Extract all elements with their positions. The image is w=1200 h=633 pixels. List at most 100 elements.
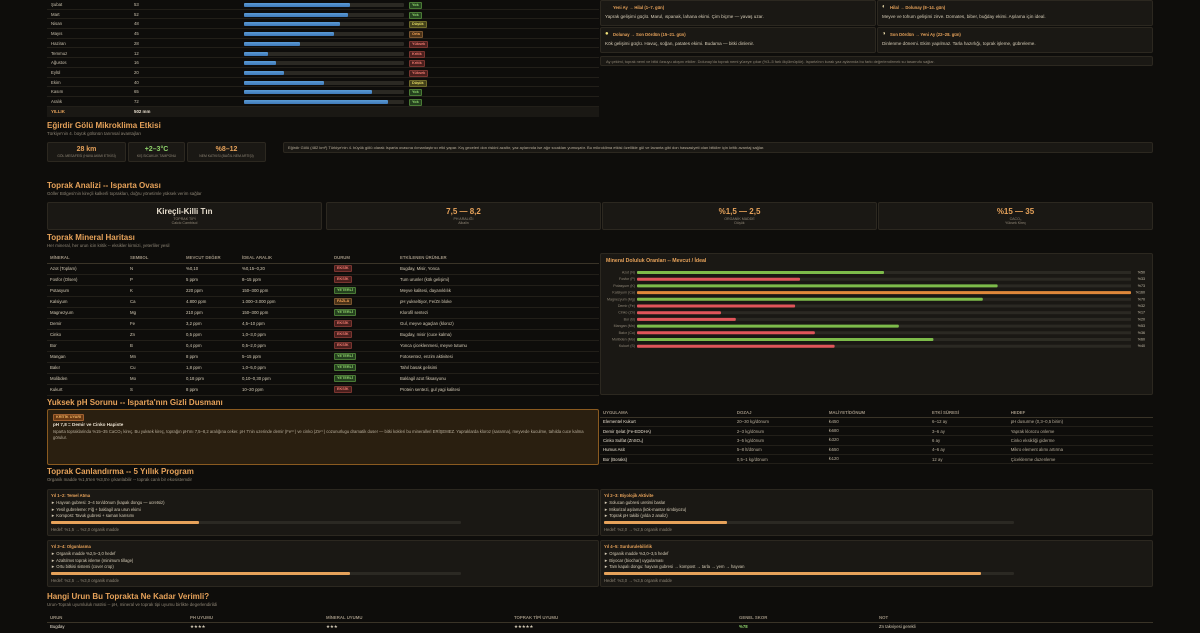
mineral-cell: 8 ppm (186, 354, 198, 359)
mineral-table: MİNERAL SEMBOL MEVCUT DEĞER İDEAL ARALIK DUR… (47, 253, 599, 396)
mineral-cell: 0,4 ppm (186, 343, 202, 348)
ph-cell: 4–6 ay (932, 447, 945, 453)
rain-month: Kasım (51, 89, 64, 95)
moon-phase-icon: ◐ (882, 4, 886, 10)
mineral-cell: Bugday, misir (cuce kalma) (400, 332, 452, 337)
rain-row: Haziran 28 Yüksek (47, 39, 599, 49)
mineral-status-cell: YETERLİ (331, 373, 397, 384)
lake-stat-label: GÖL MESAFESİ (HAVA AKIMI ETKİSİ) (57, 154, 116, 158)
mineral-cell: 210 ppm (186, 310, 203, 315)
ph-row: Humus Asit 5–8 lt/dönum ₺550 4–6 ay Mikro el… (600, 445, 1153, 455)
lake-stat-label: NEM KATKISI (BAĞIL NEM ARTIŞI) (199, 154, 254, 158)
mineral-row: Magnezyum Mg 210 ppm 150–300 ppm YETERLİ Klor… (47, 307, 599, 318)
phase-item: ► Tam kapalı dongu: hayvan gubresi → kom… (604, 564, 745, 569)
rain-row: Nisan 48 Düşük (47, 19, 599, 30)
lake-stat-label: KIŞ SICAKLIK TAMPONU (136, 154, 177, 158)
rain-row: Eylül 20 Yüksek (47, 68, 599, 78)
mineral-status-badge: EKSİK (334, 320, 352, 327)
ph-header: ETKİ SÜRESİ (932, 409, 959, 415)
chart-category-label: Fosfor (P) (619, 277, 635, 281)
mineral-cell: Bugday, Misir, Yonca (400, 266, 440, 271)
rain-mm: 53 (134, 2, 139, 7)
ph-cell: 2–3 kg/dönum (736, 428, 765, 434)
chart-bar (637, 271, 884, 274)
chart-bar-track (637, 304, 1131, 308)
rain-row: Kasım 65 Yok (47, 87, 599, 97)
ph-cell: Mikro element alımı artırma (1010, 447, 1064, 453)
chart-value-label: %60 (1138, 338, 1145, 342)
phase-progress-fill (51, 521, 199, 524)
ph-row: Cinko Sulfat (ZnSO₄) 3–5 kg/dönum ₺320 6 ay… (600, 436, 1153, 446)
mineral-status-cell: EKSİK (331, 263, 397, 274)
crops-cell: ★★★★★ (514, 623, 534, 629)
rain-badge: Orta (409, 31, 423, 39)
chart-category-label: Demir (Fe) (618, 304, 635, 308)
mineral-row: Cinko Zn 0,5 ppm 1,0–3,0 ppm EKSİK Bugday, mi… (47, 329, 599, 340)
crops-header: TOPRAK TİPİ UYUMU (514, 614, 559, 620)
rain-badge: Yok (409, 99, 422, 106)
mineral-chart: Azot (N) %50 Fosfor (P) %33 Potasyum (K) %73 K… (607, 271, 1145, 349)
moon-card-text: Dinlenme dönemi. Ekim yapılmaz. Tarla ha… (882, 41, 1036, 46)
mineral-status-badge: YETERLİ (334, 364, 357, 371)
mineral-cell: Bor (50, 343, 57, 348)
ph-alert-badge: KRİTİK UYARI (53, 414, 85, 421)
phase-item: ► Yesil gubreleme: Fiğ + baklagil ara ur… (51, 506, 141, 512)
chart-bar (637, 317, 736, 321)
chart-category-label: Bakır (Cu) (619, 331, 635, 335)
ph-cell: ₺120 (828, 456, 839, 462)
crops-cell: ★★★★ (190, 623, 206, 629)
chart-category-label: Kukurt (S) (619, 344, 635, 348)
mineral-status-cell: EKSİK (331, 274, 397, 285)
chart-value-label: %17 (1138, 311, 1145, 315)
soil-card: %15 — 35 CACO₃ Yüksek Kireç (878, 202, 1153, 230)
rain-bar-fill (244, 61, 276, 66)
rain-mm: 52 (134, 11, 139, 17)
phase-progress-fill (604, 572, 982, 575)
ph-cell: 3–6 ay (932, 428, 945, 434)
phase-title: Yıl 4–5: Surdurulebilirlik (604, 544, 652, 549)
phase-item: ► Solucan gubresi uretimi basla! (604, 500, 666, 505)
program-phase: Yıl 2–3: Biyolojik Aktivite ► Solucan gub… (600, 489, 1153, 536)
mineral-cell: Mo (130, 376, 136, 381)
mineral-status-badge: EKSİK (334, 342, 352, 349)
mineral-cell: Potasyum (50, 288, 70, 293)
chart-bar-track (637, 317, 1131, 321)
chart-category-label: Magnezyum (Mg) (607, 297, 635, 301)
soil-card-label: ORGANİK MADDE (724, 217, 755, 221)
mineral-row: Kalsiyum Ca 4.800 ppm 1.000–3.000 ppm FAZLA p… (47, 296, 599, 307)
lake-stat-value: %8–12 (215, 146, 238, 153)
ph-cell: Cinko Sulfat (ZnSO₄) (603, 437, 644, 443)
lake-stat-value: 28 km (76, 146, 97, 153)
mineral-cell: 5–15 ppm (242, 354, 262, 359)
moon-card-title: Son Dördün → Yeni Ay (22–28. gün) (890, 32, 961, 37)
mineral-cell: pH yukseltiyor, Fe/Zn bloke (400, 299, 452, 304)
chart-bar-track (637, 277, 1131, 281)
rain-mm: 72 (134, 99, 139, 104)
phase-target: Hedef: %3,0 → %3,5 organik madde (604, 578, 672, 583)
mineral-cell: Klorofil sentezi (400, 310, 428, 315)
phase-item: ► Toprak pH takibi (yılda 2 analiz) (604, 513, 668, 518)
mineral-chart-panel: Mineral Doluluk Oranları -- Mevcut / İde… (600, 253, 1153, 395)
ph-alert-text: Isparta topraklarinda %15–35 CaCO₃ kireç… (53, 429, 584, 440)
rain-mm: 40 (134, 79, 139, 85)
mineral-cell: 0,5 ppm (186, 332, 202, 337)
phase-title: Yıl 2–3: Biyolojik Aktivite (604, 493, 654, 498)
rain-bar-fill (244, 41, 300, 46)
mineral-cell: Molibden (50, 376, 68, 381)
rain-row: Aralık 72 Yok (47, 97, 599, 107)
moon-card: ● Dolunay → Son Dördün (15–21. gün) Kök ge… (600, 27, 876, 53)
rain-month: Temmuz (51, 50, 68, 56)
chart-bar (637, 284, 998, 288)
ph-cell: 20–30 kg/dönum (736, 419, 769, 425)
mineral-cell: Kukurt (50, 387, 63, 392)
rain-mm: 65 (134, 89, 139, 95)
mineral-status-badge: YETERLİ (334, 353, 357, 360)
mineral-cell: Ca (130, 299, 136, 304)
mineral-cell: B (130, 343, 133, 348)
rain-row: Şubat 53 Yok (47, 0, 599, 10)
mineral-cell: 150–300 ppm (242, 310, 269, 315)
rain-bar (244, 90, 404, 95)
mineral-cell: Gul, meyve agaçları (kloroz) (400, 321, 454, 326)
ph-cell: Cinko eksikliği giderme (1010, 437, 1055, 443)
chart-title: Mineral Doluluk Oranları -- Mevcut / İde… (606, 258, 707, 264)
